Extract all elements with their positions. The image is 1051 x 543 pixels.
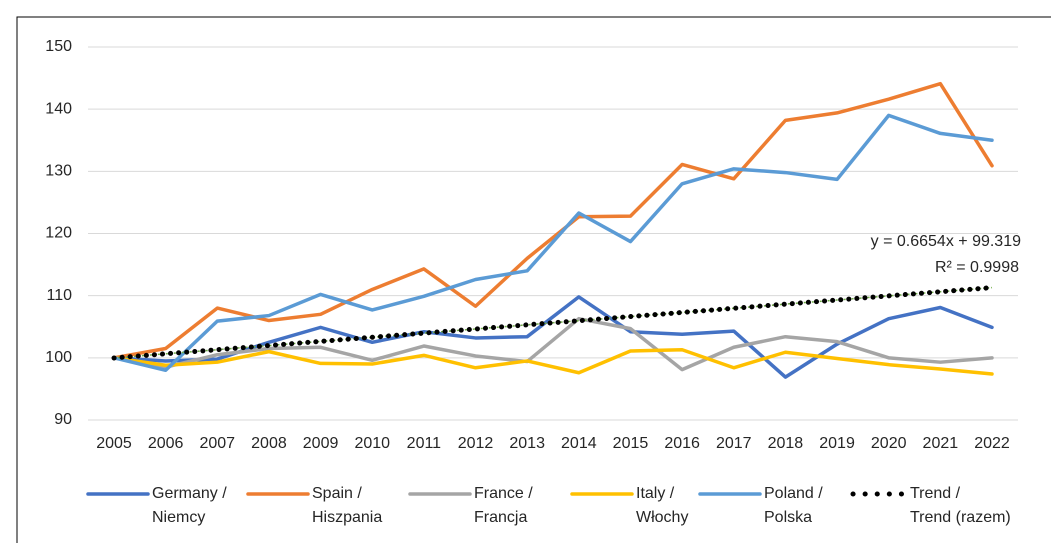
x-tick-label: 2021: [923, 435, 959, 452]
y-tick-label: 120: [45, 225, 72, 242]
series-line: [112, 316, 994, 372]
chart-border: [16, 16, 1051, 543]
series-line: [112, 113, 994, 373]
x-tick-label: 2022: [974, 435, 1010, 452]
x-tick-label: 2010: [354, 435, 390, 452]
legend-label: Italy / Włochy: [636, 485, 689, 526]
legend-label: Poland / Polska: [764, 485, 823, 526]
legend-label: Spain / Hiszpania: [312, 485, 383, 526]
legend-label: Germany / Niemcy: [152, 485, 227, 526]
series-line: [112, 81, 994, 360]
x-tick-label: 2012: [458, 435, 494, 452]
x-tick-label: 2020: [871, 435, 907, 452]
r-squared: R² = 0.9998: [935, 259, 1019, 276]
legend-label: Trend / Trend (razem): [910, 485, 1011, 526]
y-tick-label: 100: [45, 349, 72, 366]
y-tick-label: 140: [45, 100, 72, 117]
trend-guide: [113, 286, 993, 359]
series-line: [112, 348, 994, 376]
x-tick-label: 2015: [613, 435, 649, 452]
x-tick-label: 2005: [96, 435, 132, 452]
x-tick-label: 2016: [664, 435, 700, 452]
x-tick-label: 2011: [407, 435, 442, 452]
x-tick-label: 2009: [303, 435, 339, 452]
y-tick-label: 150: [45, 38, 72, 55]
x-tick-label: 2017: [716, 435, 752, 452]
y-tick-label: 130: [45, 163, 72, 180]
x-tick-label: 2019: [819, 435, 855, 452]
x-tick-label: 2018: [768, 435, 804, 452]
x-tick-label: 2008: [251, 435, 287, 452]
x-tick-label: 2007: [199, 435, 235, 452]
legend-label: France / Francja: [474, 485, 533, 526]
x-tick-label: 2013: [509, 435, 545, 452]
x-tick-label: 2014: [561, 435, 597, 452]
y-tick-label: 90: [54, 411, 72, 428]
y-tick-label: 110: [46, 287, 72, 304]
equation: y = 0.6654x + 99.319: [871, 233, 1021, 250]
series-line: [111, 285, 995, 361]
x-tick-label: 2006: [148, 435, 184, 452]
